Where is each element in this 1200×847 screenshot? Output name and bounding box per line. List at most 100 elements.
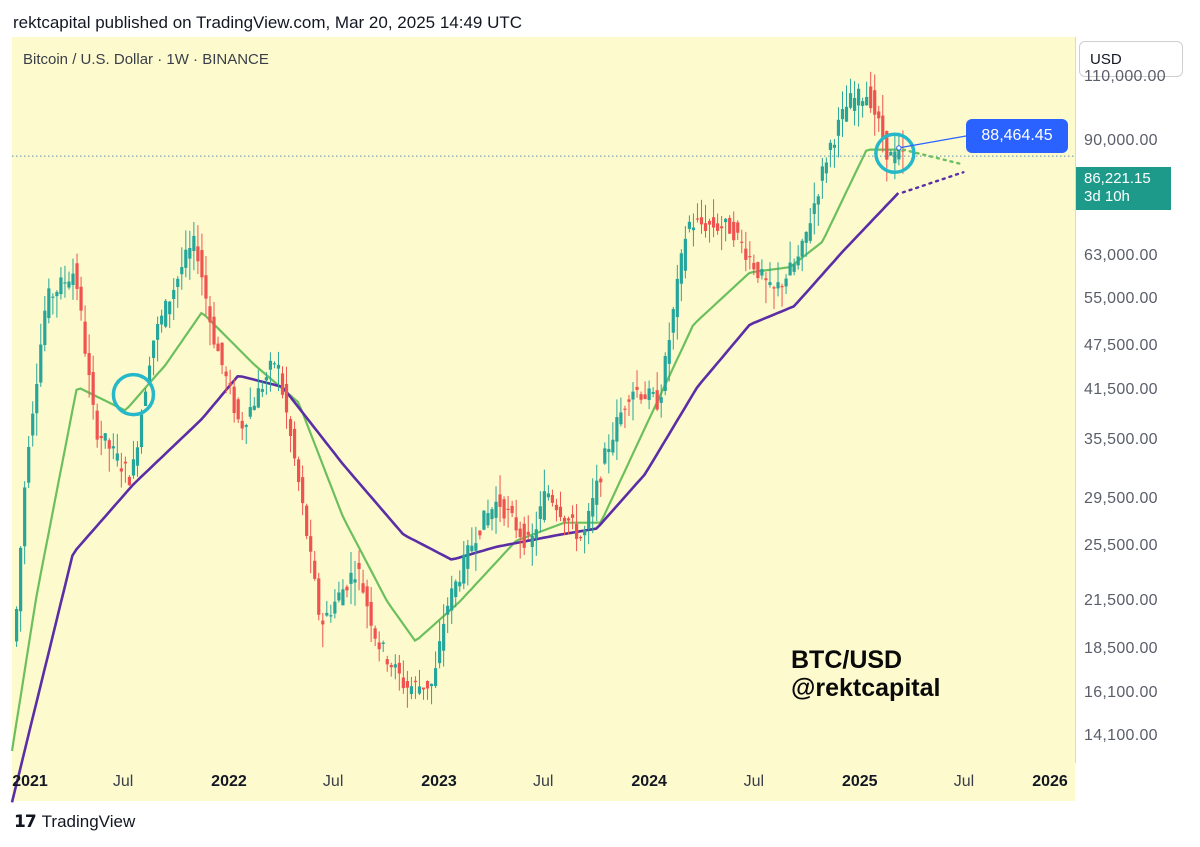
candle-body [369,601,373,626]
candle-body [699,217,704,225]
candle-body [756,262,760,279]
candle-body [510,505,514,514]
candle-body [558,506,563,518]
candle-body [506,508,510,511]
candle-body [135,447,140,466]
candle-body [631,391,635,400]
candle-body [224,371,228,377]
candle-body [389,664,393,668]
candle-body [55,291,59,297]
candle-body [828,142,833,150]
candle-body [607,448,611,453]
candle-body [530,535,534,547]
candle-body [31,413,35,436]
candle-body [301,477,305,504]
ema-slow-projection [901,171,965,194]
candle-body [812,203,816,214]
time-axis[interactable] [12,763,1075,801]
candle-body [176,278,180,288]
candle-body [180,267,184,275]
candle-body [784,278,788,287]
candle-body [313,560,317,579]
price-callout[interactable]: 88,464.45 [966,119,1068,153]
candle-body [840,109,845,120]
candle-body [147,365,152,383]
candle-body [478,530,482,536]
candle-body [639,394,643,400]
watermark: BTC/USD @rektcapital [791,646,940,702]
candle-body [353,579,357,583]
candle-body [579,537,583,539]
candle-body [675,278,679,318]
candle-body [337,592,341,601]
candle-body [63,282,67,284]
candle-body [357,562,361,570]
candle-body [595,480,599,505]
candle-body [95,410,99,440]
candle-body [401,677,405,689]
candle-body [643,394,647,400]
time-axis-label: 2021 [12,773,48,790]
candle-body [740,241,744,243]
watermark-pair: BTC/USD [791,646,903,674]
price-axis-label: 41,500.00 [1084,380,1158,398]
candle-body [446,605,450,615]
price-axis-label: 14,100.00 [1084,726,1158,744]
candle-body [623,408,627,410]
callout-anchor [896,145,902,151]
ema_fast-line [10,148,899,752]
candle-body [498,494,502,507]
candle-body [538,506,542,519]
candle-body [288,419,293,436]
candle-body [736,222,740,233]
candle-body [683,238,687,271]
candle-body [877,111,881,119]
time-axis-label: Jul [743,773,765,790]
candle-body [711,217,716,228]
candle-body [490,509,494,520]
candle-body [99,435,103,439]
candle-body [272,363,277,365]
candle-body [103,433,107,441]
candle-body [429,683,434,687]
price-axis[interactable] [1075,37,1188,763]
candle-body [35,383,39,414]
current-price-value: 86,221.15 [1084,170,1151,187]
candle-body [27,446,31,483]
candle-body [619,412,623,425]
candle-body [836,119,841,136]
candle-body [151,340,156,358]
price-axis-label: 16,100.00 [1084,684,1158,702]
candle-body [240,420,244,429]
candle-body [466,545,470,569]
candle-body [764,278,768,281]
price-axis-label: 47,500.00 [1084,337,1158,355]
candle-body [502,499,506,519]
candle-body [852,97,857,111]
candle-body [349,572,353,584]
candle-body [39,344,43,383]
candle-body [438,641,442,664]
candle-body [844,106,849,122]
candle-body [425,680,430,689]
candle-body [651,392,655,394]
candle-body [244,425,248,427]
tradingview-logo[interactable]: 𝟭𝟳 TradingView [14,812,135,832]
candle-body [454,581,458,598]
candle-body [268,360,273,370]
currency-selector[interactable]: USD [1079,41,1183,77]
published-caption: rektcapital published on TradingView.com… [13,13,523,32]
price-axis-label: 25,500.00 [1084,536,1158,554]
candle-body [264,377,268,381]
candle-body [160,315,164,325]
candle-body [75,263,79,289]
candle-body [321,620,325,625]
candle-body [168,301,172,315]
candle-body [220,342,224,366]
candle-body [19,547,23,612]
candle-body [857,88,861,106]
symbol-info: Bitcoin / U.S. Dollar · 1W · BINANCE [23,51,269,68]
candle-body [385,659,389,665]
candle-body [482,510,486,530]
candle-body [405,681,409,688]
